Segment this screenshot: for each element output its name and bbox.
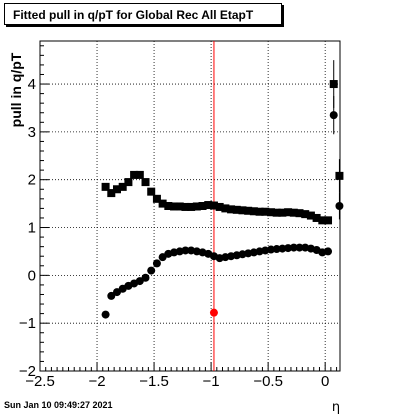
data-point — [261, 207, 270, 216]
axis-ticks — [39, 45, 338, 372]
data-point — [306, 211, 315, 220]
data-point — [192, 202, 201, 211]
data-point — [266, 208, 275, 217]
y-tick-label: 0 — [28, 267, 36, 284]
data-point — [107, 291, 116, 300]
data-point — [147, 187, 156, 196]
data-point — [141, 273, 150, 282]
data-point — [101, 182, 110, 191]
series-1 — [101, 96, 344, 319]
data-point — [238, 206, 247, 215]
data-point — [329, 80, 338, 89]
chart-title-box: Fitted pull in q/pT for Global Rec All E… — [4, 3, 282, 25]
grid-lines — [40, 41, 340, 371]
data-point — [204, 201, 213, 210]
data-point — [335, 202, 344, 210]
data-point — [249, 207, 258, 216]
data-point — [107, 189, 116, 198]
data-point — [181, 246, 190, 255]
data-point — [278, 244, 287, 253]
data-point — [147, 266, 156, 275]
data-point — [158, 199, 167, 208]
data-point — [112, 185, 121, 194]
x-tick-label: −0.5 — [253, 373, 283, 390]
y-tick-label: 1 — [28, 220, 36, 237]
x-tick-label: −1.5 — [139, 373, 169, 390]
data-point — [335, 171, 344, 180]
data-point — [175, 202, 184, 211]
data-point — [272, 208, 281, 217]
data-point — [232, 205, 241, 214]
x-tick-label: −2 — [88, 373, 105, 390]
data-point — [209, 308, 218, 317]
data-point — [227, 205, 236, 214]
data-point — [198, 202, 207, 210]
data-point — [324, 216, 333, 225]
data-point — [284, 244, 293, 253]
data-point — [152, 194, 161, 203]
data-point — [284, 208, 293, 217]
data-point — [244, 206, 253, 215]
data-point — [295, 243, 304, 252]
data-point — [164, 202, 173, 210]
data-point — [101, 310, 110, 319]
data-point — [272, 245, 281, 254]
x-tick-label: −1 — [203, 373, 220, 390]
y-tick-label: 3 — [28, 124, 36, 141]
data-point — [312, 213, 321, 222]
data-point — [152, 259, 161, 268]
x-axis-label: η — [332, 400, 340, 414]
data-point — [130, 170, 139, 179]
data-point — [187, 202, 196, 211]
series-2 — [209, 308, 218, 317]
chart-title: Fitted pull in q/pT for Global Rec All E… — [13, 8, 254, 22]
y-tick-label: 4 — [28, 76, 36, 93]
data-point — [324, 247, 333, 256]
x-tick-label: 0 — [321, 373, 329, 390]
y-tick-label: −2 — [19, 363, 36, 380]
data-point — [329, 111, 338, 120]
data-point — [289, 208, 298, 217]
y-tick-label: 2 — [28, 172, 36, 189]
data-point — [318, 216, 327, 225]
data-point — [266, 245, 275, 254]
y-tick-label: −1 — [19, 315, 36, 332]
data-point — [118, 182, 127, 191]
data-point — [141, 178, 150, 187]
data-point — [255, 207, 264, 216]
data-point — [278, 208, 287, 217]
series-0 — [101, 60, 344, 225]
data-point — [215, 202, 224, 211]
data-point — [181, 202, 190, 211]
data-point — [135, 170, 144, 179]
data-point — [170, 202, 179, 211]
data-point — [295, 209, 304, 218]
x-tick-label: −2.5 — [25, 373, 55, 390]
data-point — [221, 204, 230, 213]
data-point — [301, 210, 310, 219]
data-point — [209, 201, 218, 210]
data-point — [289, 243, 298, 252]
data-point — [124, 178, 133, 187]
date-stamp: Sun Jan 10 09:49:27 2021 — [4, 400, 113, 410]
